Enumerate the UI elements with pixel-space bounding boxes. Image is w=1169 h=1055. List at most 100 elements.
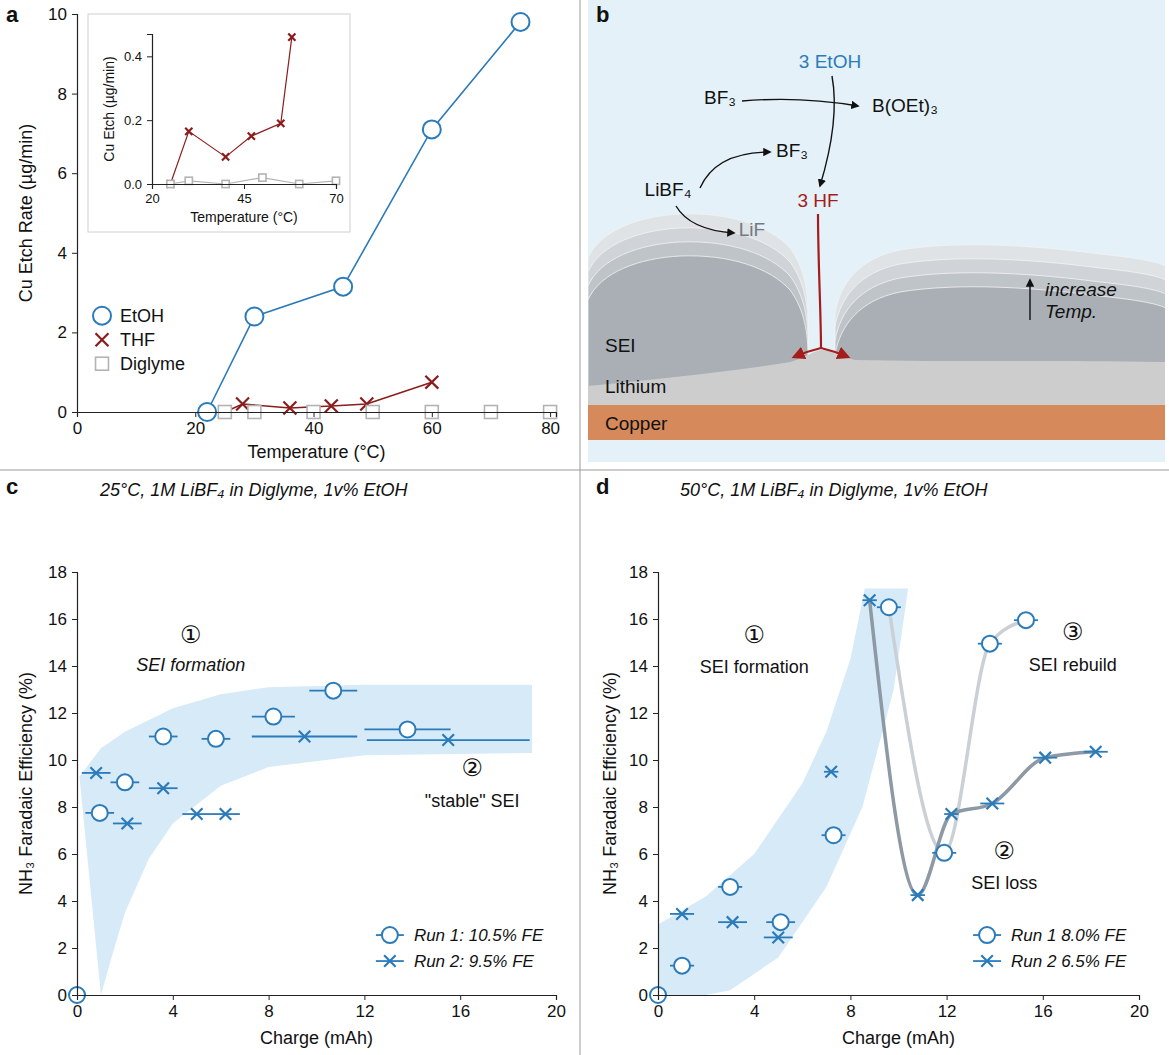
y-tick: 18 (629, 563, 658, 582)
x-axis-title: Charge (mAh) (260, 1028, 373, 1048)
arrow (1029, 280, 1030, 320)
panel-divider (580, 0, 581, 1055)
x-axis-line (78, 996, 557, 1001)
y-axis: 024681012141618 (48, 563, 77, 1005)
data-point (442, 734, 454, 746)
y-axis: 024681012141618 (629, 563, 658, 1005)
legend-entry: Run 2 6.5% FE (973, 952, 1127, 971)
figure: 0204060800246810Temperature (°C)Cu Etch … (0, 0, 1169, 1055)
copper-layer (588, 405, 1165, 440)
x-tick: 12 (938, 995, 957, 1021)
annotation: SEI loss (971, 873, 1037, 893)
y-tick-mark (72, 619, 77, 620)
x-tick-label: 0 (654, 1002, 663, 1021)
x-tick: 70 (329, 184, 343, 206)
x-tick-mark (460, 995, 461, 1000)
data-point (423, 120, 441, 138)
y-tick: 18 (48, 563, 77, 582)
data-point (157, 782, 169, 794)
data-point (185, 128, 192, 135)
legend-entry: THF (96, 330, 155, 350)
data-point (676, 908, 688, 920)
data-point (265, 709, 281, 725)
x-tick: 20 (1130, 995, 1149, 1021)
y-tick-label: 14 (48, 657, 67, 676)
y-axis-title: NH₃ Faradaic Efficiency (%) (600, 672, 620, 895)
y-tick-mark (72, 713, 77, 714)
x-axis-line (78, 413, 557, 418)
x-axis-title: Temperature (°C) (190, 209, 298, 225)
x-tick: 4 (750, 995, 759, 1021)
data-point (826, 827, 842, 843)
diagram: 3 EtOHBF₃B(OEt)₃3 HFLiBF₄BF₃LiFincreaseT… (588, 0, 1168, 462)
data-point (325, 683, 341, 699)
x-tick: 0 (73, 412, 82, 438)
y-tick-mark (72, 14, 77, 15)
y-tick: 6 (639, 845, 658, 864)
diagram-label: BF₃ (704, 87, 736, 108)
y-tick-label: 0.4 (124, 49, 142, 64)
data-point (864, 594, 876, 606)
guide-band (79, 685, 532, 995)
x-axis: 204570 (145, 184, 343, 206)
y-tick-mark (72, 173, 77, 174)
y-tick-mark (72, 332, 77, 333)
arrow (820, 76, 834, 186)
y-tick-label: 8 (58, 798, 67, 817)
x-tick-label: 20 (1130, 1002, 1149, 1021)
y-tick-mark (147, 56, 152, 57)
x-tick-mark (754, 995, 755, 1000)
x-tick-mark (947, 995, 948, 1000)
data-point (936, 845, 952, 861)
y-tick-label: 18 (629, 563, 648, 582)
x-axis-line (153, 185, 337, 190)
chart-panel: 048121620024681012141618Charge (mAh)NH₃ … (6, 474, 566, 1048)
x-tick-mark (173, 995, 174, 1000)
data-point (946, 808, 958, 820)
y-tick-mark (653, 948, 658, 949)
x-tick-label: 70 (329, 191, 343, 206)
data-point (222, 153, 229, 160)
y-tick-label: 2 (58, 323, 67, 342)
legend-marker (382, 927, 398, 943)
x-tick: 20 (186, 412, 205, 438)
diagram-label: increaseTemp. (1045, 279, 1117, 322)
y-tick-label: 0 (639, 986, 648, 1005)
y-tick: 8 (58, 798, 77, 817)
y-tick: 0.0 (124, 177, 152, 192)
x-tick: 8 (846, 995, 855, 1021)
data-point (722, 879, 738, 895)
legend-entry: EtOH (93, 306, 164, 326)
y-tick-mark (653, 666, 658, 667)
legend-label: Run 1: 10.5% FE (414, 926, 544, 945)
y-tick-mark (72, 253, 77, 254)
y-tick-mark (653, 713, 658, 714)
y-tick-mark (72, 948, 77, 949)
x-tick-label: 16 (451, 1002, 470, 1021)
x-tick-mark (556, 995, 557, 1000)
annotation: ② (994, 837, 1016, 864)
legend-label: EtOH (120, 306, 164, 326)
y-tick-label: 6 (58, 164, 67, 183)
diagram-label: BF₃ (776, 140, 808, 161)
y-tick: 14 (48, 657, 77, 676)
diagram-label: 3 HF (797, 190, 838, 211)
data-point (1090, 746, 1102, 758)
data-point (334, 278, 352, 296)
legend-marker (96, 357, 109, 370)
x-tick: 0 (73, 995, 82, 1021)
y-tick: 2 (58, 939, 77, 958)
y-axis-line (653, 573, 659, 996)
data-point (92, 805, 108, 821)
x-axis-title: Charge (mAh) (842, 1028, 955, 1048)
annotation: ② (461, 754, 483, 781)
chart-panel: 0204060800246810Temperature (°C)Cu Etch … (6, 2, 560, 462)
x-tick: 16 (451, 995, 470, 1021)
x-tick: 60 (423, 412, 442, 438)
data-point (425, 376, 438, 389)
legend-label: Diglyme (120, 354, 185, 374)
lithium-layer (588, 350, 1165, 405)
x-tick: 4 (169, 995, 178, 1021)
data-point (90, 767, 102, 779)
data-point (155, 729, 171, 745)
